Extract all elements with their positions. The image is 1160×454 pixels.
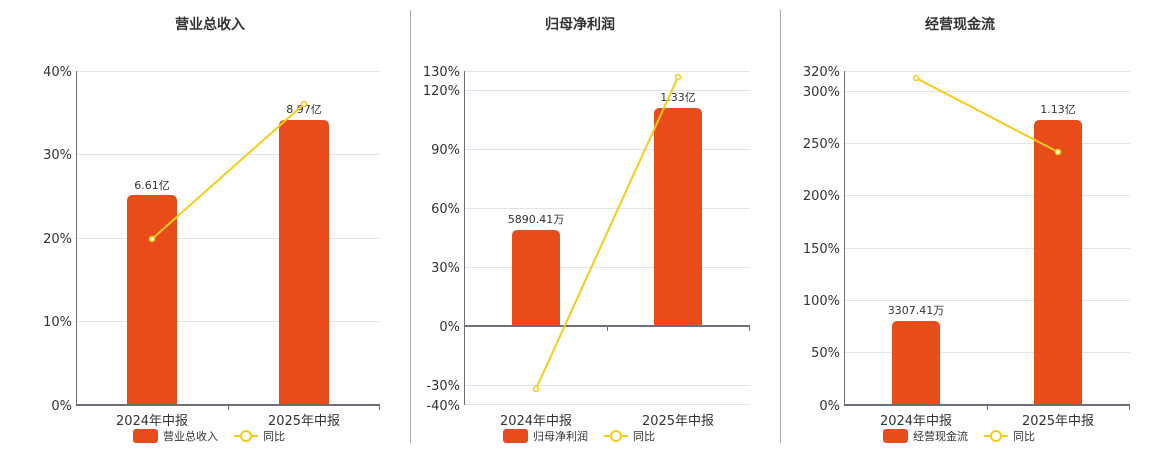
- x-category: 2025年中报: [1022, 414, 1094, 429]
- bar-2024[interactable]: [892, 321, 940, 404]
- svg-text:90%: 90%: [431, 143, 460, 158]
- chart-panel-revenue: 营业总收入 40% 30% 20% 10% 0% 6.61亿 8.97亿: [0, 0, 400, 450]
- x-category: 2025年中报: [642, 414, 714, 429]
- y-axis-ticks: 40% 30% 20% 10% 0%: [43, 65, 72, 414]
- cashflow-chart-svg: 经营现金流 320% 300% 250% 200% 150% 100% 50% …: [803, 16, 1130, 443]
- svg-text:130%: 130%: [423, 65, 460, 80]
- yoy-point[interactable]: [912, 74, 920, 82]
- svg-text:-40%: -40%: [426, 399, 460, 414]
- yoy-point[interactable]: [1054, 148, 1062, 156]
- revenue-chart-svg: 营业总收入 40% 30% 20% 10% 0% 6.61亿 8.97亿: [43, 16, 380, 443]
- y-axis-ticks: 320% 300% 250% 200% 150% 100% 50% 0%: [803, 65, 840, 414]
- svg-text:40%: 40%: [43, 65, 72, 80]
- svg-text:20%: 20%: [43, 232, 72, 247]
- svg-text:10%: 10%: [43, 315, 72, 330]
- legend-line-label: 同比: [1013, 430, 1035, 443]
- svg-text:30%: 30%: [431, 261, 460, 276]
- panel-divider: [780, 10, 781, 443]
- svg-text:100%: 100%: [803, 294, 840, 309]
- legend-line-label: 同比: [633, 430, 655, 443]
- svg-text:120%: 120%: [423, 84, 460, 99]
- yoy-point[interactable]: [148, 235, 156, 243]
- grid-lines: [465, 71, 750, 405]
- legend-bar-swatch: [883, 429, 908, 443]
- svg-text:320%: 320%: [803, 65, 840, 80]
- yoy-line: [535, 76, 679, 390]
- x-category: 2024年中报: [880, 414, 952, 429]
- yoy-line: [151, 103, 305, 240]
- svg-text:0%: 0%: [819, 399, 840, 414]
- legend-circle-icon: [990, 430, 1002, 442]
- legend-bar-label: 经营现金流: [913, 429, 968, 443]
- x-category: 2024年中报: [500, 414, 572, 429]
- yoy-point[interactable]: [532, 385, 540, 393]
- svg-text:30%: 30%: [43, 148, 72, 163]
- legend-bar-label: 归母净利润: [533, 429, 588, 443]
- svg-text:50%: 50%: [811, 346, 840, 361]
- chart-title: 营业总收入: [175, 16, 245, 33]
- chart-title: 经营现金流: [925, 16, 995, 33]
- svg-text:200%: 200%: [803, 189, 840, 204]
- svg-text:-30%: -30%: [426, 379, 460, 394]
- bar-2024[interactable]: [127, 195, 177, 404]
- svg-text:150%: 150%: [803, 242, 840, 257]
- bar-2024[interactable]: [512, 230, 560, 325]
- legend-circle-icon: [240, 430, 252, 442]
- bar-value-label: 6.61亿: [134, 179, 170, 192]
- bar-2025[interactable]: [279, 120, 329, 404]
- svg-text:60%: 60%: [431, 202, 460, 217]
- x-category: 2024年中报: [116, 414, 188, 429]
- bar-value-label: 3307.41万: [888, 304, 945, 317]
- grid-lines: [845, 71, 1130, 353]
- legend-bar-label: 营业总收入: [163, 429, 218, 443]
- legend-bar-swatch: [133, 429, 158, 443]
- svg-text:250%: 250%: [803, 137, 840, 152]
- bar-value-label: 1.13亿: [1040, 103, 1076, 116]
- chart-title: 归母净利润: [545, 16, 615, 33]
- y-axis-ticks: 130% 120% 90% 60% 30% 0% -30% -40%: [423, 65, 460, 414]
- grid-lines: [77, 71, 380, 322]
- x-category: 2025年中报: [268, 414, 340, 429]
- legend[interactable]: 归母净利润 同比: [503, 429, 655, 443]
- svg-text:0%: 0%: [51, 399, 72, 414]
- legend[interactable]: 营业总收入 同比: [133, 429, 285, 443]
- net-profit-chart-svg: 归母净利润 130% 120% 90% 60% 30% 0% -30% -40%…: [423, 16, 750, 443]
- bar-2025[interactable]: [654, 108, 702, 325]
- bar-value-label: 5890.41万: [508, 213, 565, 226]
- bar-2025[interactable]: [1034, 120, 1082, 404]
- chart-panel-operating-cashflow: 经营现金流 320% 300% 250% 200% 150% 100% 50% …: [770, 0, 1160, 450]
- svg-text:0%: 0%: [439, 320, 460, 335]
- svg-text:300%: 300%: [803, 85, 840, 100]
- chart-panel-net-profit: 归母净利润 130% 120% 90% 60% 30% 0% -30% -40%…: [390, 0, 790, 450]
- legend-circle-icon: [610, 430, 622, 442]
- panel-divider: [410, 10, 411, 443]
- yoy-line: [915, 77, 1059, 153]
- legend[interactable]: 经营现金流 同比: [883, 429, 1035, 443]
- yoy-point[interactable]: [300, 100, 308, 108]
- legend-bar-swatch: [503, 429, 528, 443]
- yoy-point[interactable]: [674, 73, 682, 81]
- legend-line-label: 同比: [263, 430, 285, 443]
